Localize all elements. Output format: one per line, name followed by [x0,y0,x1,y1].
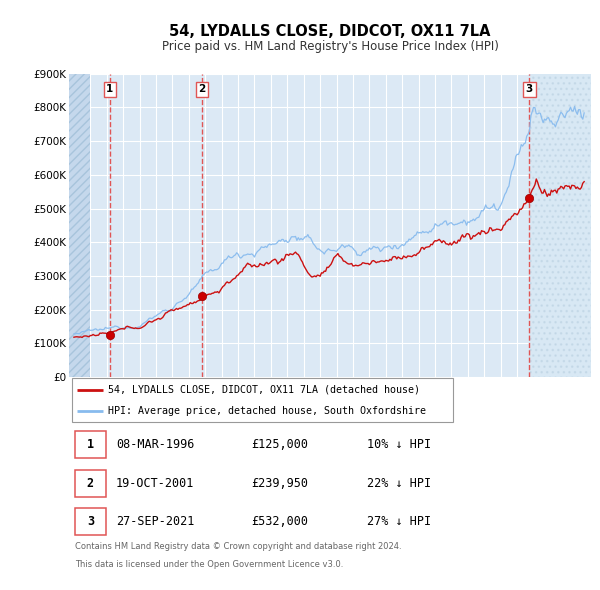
FancyBboxPatch shape [75,508,106,535]
Text: 2: 2 [87,477,94,490]
Bar [69,74,91,377]
Text: 2: 2 [199,84,206,94]
Text: £125,000: £125,000 [252,438,309,451]
Text: 1: 1 [87,438,94,451]
Text: 54, LYDALLS CLOSE, DIDCOT, OX11 7LA (detached house): 54, LYDALLS CLOSE, DIDCOT, OX11 7LA (det… [108,385,420,395]
Text: This data is licensed under the Open Government Licence v3.0.: This data is licensed under the Open Gov… [75,559,344,569]
FancyBboxPatch shape [75,431,106,458]
Text: £239,950: £239,950 [252,477,309,490]
Text: £532,000: £532,000 [252,515,309,528]
Text: 3: 3 [87,515,94,528]
FancyBboxPatch shape [75,470,106,497]
FancyBboxPatch shape [71,378,452,422]
Text: 1: 1 [106,84,113,94]
Text: 22% ↓ HPI: 22% ↓ HPI [367,477,431,490]
Text: 10% ↓ HPI: 10% ↓ HPI [367,438,431,451]
Bar [69,74,91,377]
Text: 27-SEP-2021: 27-SEP-2021 [116,515,194,528]
Text: 3: 3 [526,84,533,94]
Text: HPI: Average price, detached house, South Oxfordshire: HPI: Average price, detached house, Sout… [108,406,426,416]
Text: 19-OCT-2001: 19-OCT-2001 [116,477,194,490]
Text: 54, LYDALLS CLOSE, DIDCOT, OX11 7LA: 54, LYDALLS CLOSE, DIDCOT, OX11 7LA [169,24,491,38]
Text: 08-MAR-1996: 08-MAR-1996 [116,438,194,451]
Bar [529,74,591,377]
Text: Contains HM Land Registry data © Crown copyright and database right 2024.: Contains HM Land Registry data © Crown c… [75,542,402,551]
Text: 27% ↓ HPI: 27% ↓ HPI [367,515,431,528]
Bar [529,74,591,377]
Text: Price paid vs. HM Land Registry's House Price Index (HPI): Price paid vs. HM Land Registry's House … [161,40,499,53]
